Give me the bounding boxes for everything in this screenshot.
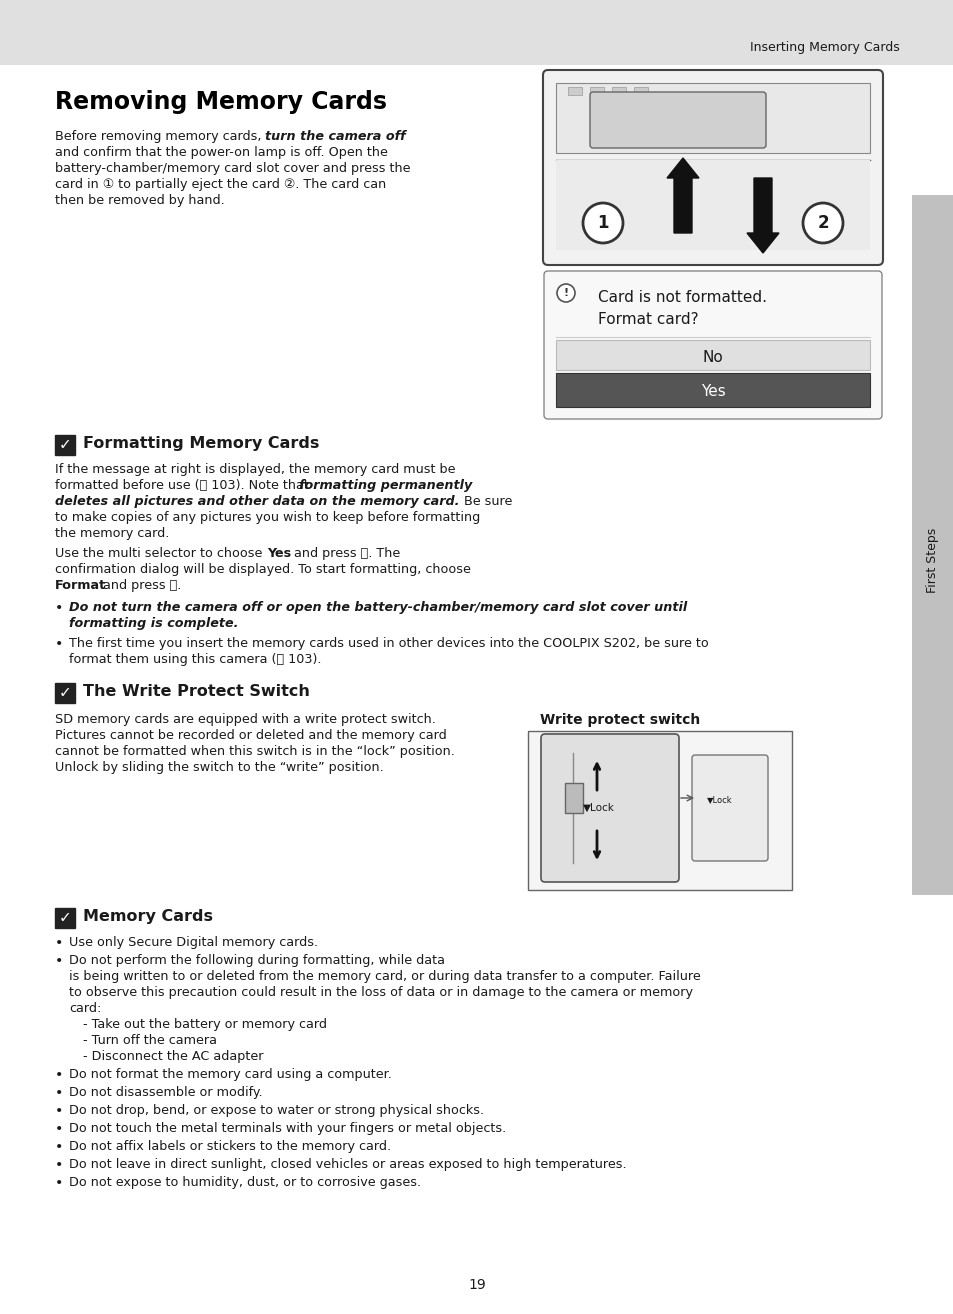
- Text: Do not perform the following during formatting, while data: Do not perform the following during form…: [69, 954, 444, 967]
- Text: formatting is complete.: formatting is complete.: [69, 618, 238, 629]
- Text: the memory card.: the memory card.: [55, 527, 170, 540]
- Bar: [55, 683, 75, 703]
- Text: to observe this precaution could result in the loss of data or in damage to the : to observe this precaution could result …: [69, 986, 692, 999]
- Text: ✓: ✓: [58, 686, 71, 700]
- Text: confirmation dialog will be displayed. To start formatting, choose: confirmation dialog will be displayed. T…: [55, 562, 471, 576]
- FancyBboxPatch shape: [543, 271, 882, 419]
- Text: turn the camera off: turn the camera off: [265, 130, 405, 143]
- Bar: [556, 340, 869, 371]
- Text: card:: card:: [69, 1003, 101, 1014]
- Bar: [55, 908, 75, 928]
- Text: Yes: Yes: [267, 547, 291, 560]
- Text: Format card?: Format card?: [598, 311, 698, 326]
- Text: Inserting Memory Cards: Inserting Memory Cards: [749, 42, 899, 54]
- FancyBboxPatch shape: [589, 92, 765, 148]
- Text: deletes all pictures and other data on the memory card.: deletes all pictures and other data on t…: [55, 495, 459, 509]
- Text: •: •: [55, 1085, 63, 1100]
- Text: !: !: [563, 288, 568, 298]
- FancyArrow shape: [746, 177, 779, 254]
- Text: Do not drop, bend, or expose to water or strong physical shocks.: Do not drop, bend, or expose to water or…: [69, 1104, 483, 1117]
- FancyBboxPatch shape: [691, 756, 767, 861]
- FancyBboxPatch shape: [542, 70, 882, 265]
- Bar: [589, 87, 603, 95]
- Text: Be sure: Be sure: [459, 495, 512, 509]
- Text: •: •: [55, 600, 63, 615]
- Text: •: •: [55, 954, 63, 968]
- Text: Use only Secure Digital memory cards.: Use only Secure Digital memory cards.: [69, 936, 317, 949]
- Text: Do not affix labels or stickers to the memory card.: Do not affix labels or stickers to the m…: [69, 1141, 391, 1152]
- Text: - Take out the battery or memory card: - Take out the battery or memory card: [83, 1018, 327, 1031]
- Text: battery-chamber/memory card slot cover and press the: battery-chamber/memory card slot cover a…: [55, 162, 410, 175]
- Text: Do not format the memory card using a computer.: Do not format the memory card using a co…: [69, 1068, 392, 1081]
- Circle shape: [582, 202, 622, 243]
- Text: 19: 19: [468, 1279, 485, 1292]
- Text: The first time you insert the memory cards used in other devices into the COOLPI: The first time you insert the memory car…: [69, 637, 708, 650]
- Text: Do not touch the metal terminals with your fingers or metal objects.: Do not touch the metal terminals with yo…: [69, 1122, 506, 1135]
- FancyArrow shape: [666, 158, 699, 233]
- Text: •: •: [55, 936, 63, 950]
- Text: Removing Memory Cards: Removing Memory Cards: [55, 89, 387, 114]
- Text: Pictures cannot be recorded or deleted and the memory card: Pictures cannot be recorded or deleted a…: [55, 729, 446, 742]
- Text: Do not disassemble or modify.: Do not disassemble or modify.: [69, 1085, 262, 1099]
- Text: - Disconnect the AC adapter: - Disconnect the AC adapter: [83, 1050, 263, 1063]
- Text: •: •: [55, 637, 63, 650]
- Text: then be removed by hand.: then be removed by hand.: [55, 194, 225, 208]
- Bar: [0, 0, 953, 64]
- Text: to make copies of any pictures you wish to keep before formatting: to make copies of any pictures you wish …: [55, 511, 479, 524]
- FancyBboxPatch shape: [540, 735, 679, 882]
- Text: Write protect switch: Write protect switch: [539, 714, 700, 727]
- Circle shape: [802, 202, 842, 243]
- Bar: [556, 160, 869, 250]
- FancyBboxPatch shape: [527, 731, 791, 890]
- Text: ▼Lock: ▼Lock: [582, 803, 615, 813]
- Text: If the message at right is displayed, the memory card must be: If the message at right is displayed, th…: [55, 463, 455, 476]
- Text: format them using this camera (Ⓡ 103).: format them using this camera (Ⓡ 103).: [69, 653, 321, 666]
- Text: First Steps: First Steps: [925, 527, 939, 593]
- Text: •: •: [55, 1104, 63, 1118]
- Text: •: •: [55, 1158, 63, 1172]
- Text: - Turn off the camera: - Turn off the camera: [83, 1034, 216, 1047]
- Text: Card is not formatted.: Card is not formatted.: [598, 289, 766, 305]
- Text: Memory Cards: Memory Cards: [83, 909, 213, 924]
- Text: •: •: [55, 1068, 63, 1081]
- Text: Do not leave in direct sunlight, closed vehicles or areas exposed to high temper: Do not leave in direct sunlight, closed …: [69, 1158, 626, 1171]
- Bar: [556, 373, 869, 407]
- Text: ✓: ✓: [58, 911, 71, 925]
- Text: cannot be formatted when this switch is in the “lock” position.: cannot be formatted when this switch is …: [55, 745, 455, 758]
- Text: is being written to or deleted from the memory card, or during data transfer to : is being written to or deleted from the …: [69, 970, 700, 983]
- Bar: [564, 783, 582, 813]
- Text: Do not turn the camera off or open the battery-chamber/memory card slot cover un: Do not turn the camera off or open the b…: [69, 600, 686, 614]
- Text: •: •: [55, 1122, 63, 1137]
- Text: No: No: [702, 350, 722, 364]
- Bar: [55, 435, 75, 455]
- Text: and press ⒪. The: and press ⒪. The: [290, 547, 400, 560]
- Text: Use the multi selector to choose: Use the multi selector to choose: [55, 547, 266, 560]
- Text: •: •: [55, 1141, 63, 1154]
- Bar: [911, 194, 953, 895]
- Circle shape: [557, 284, 575, 302]
- Bar: [612, 87, 625, 95]
- Text: formatting permanently: formatting permanently: [298, 480, 472, 491]
- Text: Yes: Yes: [700, 385, 724, 399]
- Text: •: •: [55, 1176, 63, 1190]
- Text: ✓: ✓: [58, 438, 71, 452]
- Text: Unlock by sliding the switch to the “write” position.: Unlock by sliding the switch to the “wri…: [55, 761, 383, 774]
- Text: Format: Format: [55, 579, 106, 593]
- Bar: [567, 87, 581, 95]
- Text: and press ⒪.: and press ⒪.: [99, 579, 181, 593]
- Text: card in ① to partially eject the card ②. The card can: card in ① to partially eject the card ②.…: [55, 177, 386, 191]
- Text: The Write Protect Switch: The Write Protect Switch: [83, 685, 310, 699]
- Text: SD memory cards are equipped with a write protect switch.: SD memory cards are equipped with a writ…: [55, 714, 436, 727]
- Text: ▼Lock: ▼Lock: [706, 795, 732, 804]
- Text: 1: 1: [597, 214, 608, 233]
- Text: Formatting Memory Cards: Formatting Memory Cards: [83, 436, 319, 451]
- Text: formatted before use (Ⓡ 103). Note that: formatted before use (Ⓡ 103). Note that: [55, 480, 313, 491]
- Bar: [556, 83, 869, 152]
- Text: Do not expose to humidity, dust, or to corrosive gases.: Do not expose to humidity, dust, or to c…: [69, 1176, 420, 1189]
- Bar: [634, 87, 647, 95]
- Text: Before removing memory cards,: Before removing memory cards,: [55, 130, 265, 143]
- Text: 2: 2: [817, 214, 828, 233]
- Text: and confirm that the power-on lamp is off. Open the: and confirm that the power-on lamp is of…: [55, 146, 388, 159]
